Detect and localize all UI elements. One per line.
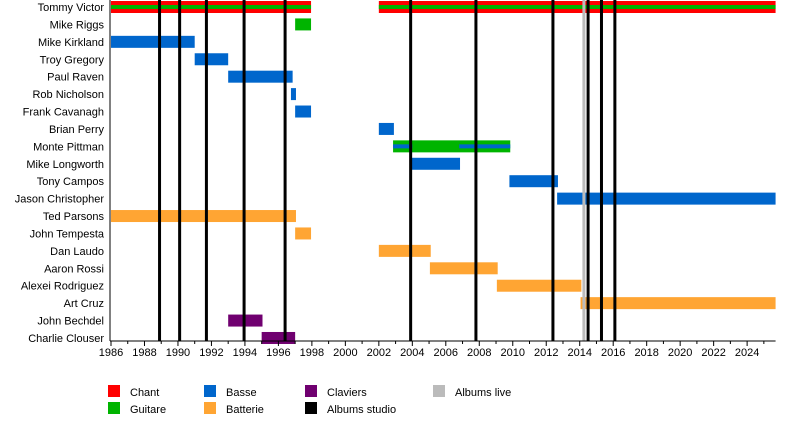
member-bar — [580, 297, 776, 310]
member-label: Alexei Rodriguez — [21, 281, 104, 293]
x-tick-label: 2020 — [668, 347, 692, 359]
x-tick-label: 2004 — [400, 347, 424, 359]
member-bar — [295, 227, 312, 240]
legend-swatch — [305, 385, 317, 397]
x-tick-label: 2016 — [601, 347, 625, 359]
legend-label: Basse — [226, 387, 257, 399]
x-tick-label: 1996 — [266, 347, 290, 359]
member-label: Art Cruz — [64, 298, 104, 310]
member-label: Mike Kirkland — [38, 37, 104, 49]
member-bar — [111, 210, 296, 223]
legend-swatch — [108, 385, 120, 397]
x-tick-label: 1994 — [233, 347, 257, 359]
bar-stripe — [393, 144, 413, 149]
bar-stripe — [111, 5, 312, 9]
member-label: John Tempesta — [30, 228, 105, 240]
member-label: Mike Longworth — [26, 159, 104, 171]
bar-stripe — [459, 144, 511, 149]
member-bar — [496, 279, 582, 292]
x-tick-label: 1988 — [132, 347, 156, 359]
legend-label: Guitare — [130, 404, 166, 416]
legend-label: Batterie — [226, 404, 264, 416]
member-bar — [295, 18, 312, 31]
member-label: Ted Parsons — [43, 211, 105, 223]
member-bar — [429, 262, 498, 275]
legend-swatch — [108, 402, 120, 414]
member-label: Mike Riggs — [50, 19, 105, 31]
member-label: Brian Perry — [49, 124, 105, 136]
x-tick-label: 2024 — [735, 347, 759, 359]
member-label: John Bechdel — [37, 316, 104, 328]
member-label: Tommy Victor — [38, 2, 105, 14]
x-tick-label: 2012 — [534, 347, 558, 359]
member-bar — [378, 244, 431, 257]
member-bar — [557, 192, 776, 205]
x-tick-label: 1998 — [300, 347, 324, 359]
x-tick-label: 2000 — [333, 347, 357, 359]
member-bar — [295, 105, 312, 118]
member-bar — [393, 140, 511, 153]
x-tick-label: 1986 — [99, 347, 123, 359]
x-tick-label: 2022 — [701, 347, 725, 359]
member-bar — [290, 88, 296, 101]
legend-swatch — [305, 402, 317, 414]
legend-label: Albums studio — [327, 404, 396, 416]
x-tick-label: 2006 — [434, 347, 458, 359]
member-label: Aaron Rossi — [44, 263, 104, 275]
member-label: Dan Laudo — [50, 246, 104, 258]
legend-swatch — [204, 385, 216, 397]
member-bar — [509, 175, 558, 188]
member-bar — [194, 53, 229, 66]
x-tick-label: 2018 — [634, 347, 658, 359]
member-label: Tony Campos — [37, 176, 105, 188]
legend-label: Claviers — [327, 387, 367, 399]
member-bar — [378, 122, 394, 135]
legend-swatch — [204, 402, 216, 414]
x-tick-label: 2014 — [567, 347, 591, 359]
member-label: Troy Gregory — [40, 54, 105, 66]
member-label: Rob Nicholson — [32, 89, 104, 101]
member-label: Monte Pittman — [33, 141, 104, 153]
legend-swatch — [433, 385, 445, 397]
x-tick-label: 1992 — [199, 347, 223, 359]
bar-stripe — [378, 5, 776, 9]
member-bar — [410, 157, 461, 170]
member-label: Paul Raven — [47, 72, 104, 84]
member-bar — [228, 70, 293, 83]
x-tick-label: 1990 — [166, 347, 190, 359]
x-tick-label: 2002 — [367, 347, 391, 359]
member-bar — [111, 35, 195, 48]
member-label: Charlie Clouser — [28, 333, 104, 345]
x-tick-label: 2010 — [501, 347, 525, 359]
legend-label: Chant — [130, 387, 159, 399]
x-tick-label: 2008 — [467, 347, 491, 359]
member-label: Jason Christopher — [15, 194, 105, 206]
legend-label: Albums live — [455, 387, 511, 399]
member-label: Frank Cavanagh — [23, 107, 104, 119]
